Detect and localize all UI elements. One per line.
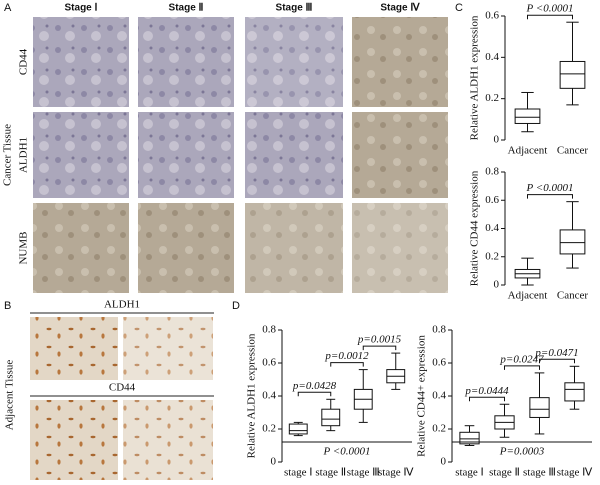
- tissue-label: Cancer Tissue: [2, 124, 14, 186]
- box: [514, 108, 541, 124]
- micrograph: [352, 17, 448, 107]
- bracket: [539, 358, 575, 364]
- y-tick-label: 0.8: [485, 166, 499, 178]
- y-tick-label: 0.6: [262, 357, 276, 369]
- x-tick-label: stage Ⅰ: [284, 467, 313, 479]
- panel-label: B: [4, 300, 11, 312]
- y-tick-label: 0.8: [432, 324, 446, 336]
- micrograph: [30, 317, 118, 380]
- y-tick-label: 0.2: [485, 92, 499, 104]
- annotation: p=0.0247: [499, 353, 544, 365]
- y-tick-label: 0: [494, 279, 500, 291]
- column-label: Stage Ⅲ: [276, 3, 313, 14]
- panel-label: D: [232, 300, 240, 312]
- row-label: CD44: [18, 48, 30, 75]
- bracket: [527, 194, 573, 199]
- y-axis-label: Relative CD44 expression: [469, 170, 481, 286]
- x-tick-label: stage Ⅱ: [315, 467, 346, 479]
- bracket: [330, 362, 364, 367]
- panel-label: A: [4, 2, 12, 14]
- annotation: P=0.0003: [499, 446, 545, 458]
- row-label: ALDH1: [104, 299, 140, 311]
- y-tick-label: 0: [271, 456, 277, 468]
- micrograph: [245, 112, 343, 198]
- box: [559, 60, 586, 89]
- x-tick-label: stage Ⅲ: [523, 467, 556, 479]
- annotation: p=0.0012: [324, 350, 369, 362]
- y-axis-label: Relative ALDH1 expression: [469, 15, 481, 140]
- y-axis-label: Relative ALDH1 expression: [246, 333, 258, 458]
- x-tick-label: stage Ⅳ: [378, 467, 414, 479]
- micrograph: [245, 203, 343, 293]
- row-label: ALDH1: [18, 137, 30, 173]
- annotation: p=0.0444: [464, 385, 509, 397]
- box: [529, 397, 550, 418]
- x-tick-label: Cancer: [557, 145, 588, 157]
- column-label: Stage Ⅳ: [380, 3, 420, 14]
- micrograph: [352, 112, 448, 198]
- micrograph: [123, 400, 213, 480]
- column-label: Stage Ⅰ: [65, 3, 98, 14]
- row-label: NUMB: [18, 231, 30, 264]
- annotation: p=0.0428: [292, 380, 337, 392]
- row-label: CD44: [109, 382, 136, 394]
- y-tick-label: 0.8: [262, 324, 276, 336]
- y-tick-label: 0.2: [432, 423, 446, 435]
- annotation: P <0.0001: [323, 446, 371, 458]
- box: [321, 408, 341, 427]
- x-tick-label: stage Ⅰ: [455, 467, 484, 479]
- y-tick-label: 0.2: [485, 250, 499, 262]
- y-tick-label: 0.6: [485, 194, 499, 206]
- micrograph: [138, 112, 234, 198]
- column-label: Stage Ⅱ: [169, 3, 204, 14]
- y-tick-label: 0.6: [485, 10, 499, 22]
- box: [459, 431, 480, 445]
- y-tick-label: 0.4: [432, 390, 446, 402]
- y-tick-label: 0: [494, 134, 500, 146]
- bracket: [362, 345, 397, 351]
- bracket: [469, 396, 505, 402]
- y-tick-label: 0.4: [485, 222, 499, 234]
- y-tick-label: 0.6: [432, 357, 446, 369]
- tissue-label: Adjacent Tissue: [4, 360, 16, 431]
- bracket: [504, 365, 540, 370]
- x-tick-label: stage Ⅱ: [489, 467, 520, 479]
- x-tick-label: Cancer: [557, 290, 588, 302]
- box: [559, 229, 586, 255]
- annotation: P <0.0001: [526, 3, 574, 15]
- micrograph: [33, 112, 129, 198]
- y-tick-label: 0.4: [262, 390, 276, 402]
- x-tick-label: Adjacent: [508, 145, 548, 157]
- micrograph: [138, 17, 234, 107]
- bracket: [527, 14, 573, 20]
- box: [564, 382, 585, 402]
- x-tick-label: stage Ⅳ: [557, 467, 593, 479]
- y-tick-label: 0: [441, 456, 447, 468]
- micrograph-grid: [33, 17, 448, 293]
- micrograph: [30, 400, 118, 480]
- micrograph: [138, 203, 234, 293]
- y-tick-label: 0.2: [262, 423, 276, 435]
- bracket: [297, 391, 332, 397]
- annotation: p=0.0015: [357, 334, 402, 346]
- micrograph: [33, 203, 129, 293]
- x-tick-label: stage Ⅲ: [347, 467, 380, 479]
- annotation: p=0.0471: [534, 347, 578, 359]
- annotation: P <0.0001: [526, 182, 574, 194]
- box: [288, 423, 308, 435]
- micrograph: [245, 17, 343, 107]
- x-tick-label: Adjacent: [508, 290, 548, 302]
- y-axis-label: Relative CD44+ expression: [416, 335, 428, 457]
- micrograph: [123, 317, 213, 380]
- micrograph: [352, 203, 448, 293]
- panel-label: C: [455, 2, 463, 14]
- micrograph: [33, 17, 129, 107]
- y-tick-label: 0.4: [485, 51, 499, 63]
